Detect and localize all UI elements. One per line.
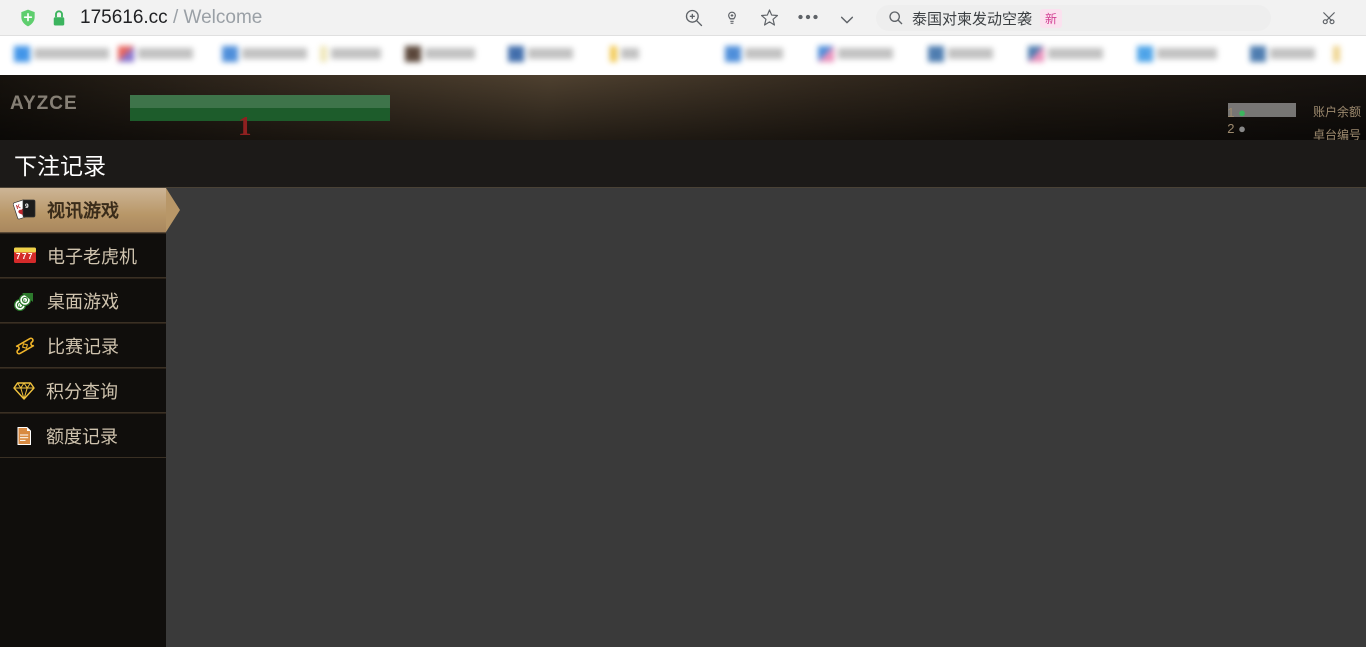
- svg-text:9: 9: [25, 203, 29, 210]
- svg-text:7: 7: [16, 252, 21, 261]
- svg-text:7: 7: [22, 252, 27, 261]
- svg-text:7: 7: [28, 252, 33, 261]
